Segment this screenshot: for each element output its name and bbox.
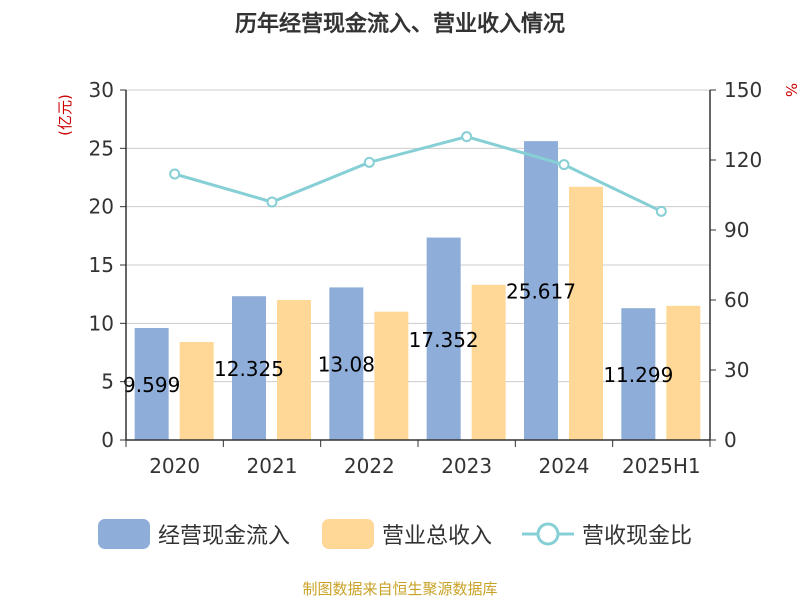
x-tick-label: 2024 (539, 454, 590, 478)
legend-label-revenue: 营业总收入 (382, 524, 493, 549)
legend-label-cash-inflow: 经营现金流入 (158, 524, 291, 549)
line-point-ratio (461, 131, 473, 143)
y-right-tick-label: 90 (724, 218, 749, 242)
bar-cash-inflow (134, 328, 169, 440)
bar-revenue (179, 342, 214, 440)
y-right-tick-label: 60 (724, 288, 749, 312)
bar-revenue (666, 305, 701, 440)
bar-data-label: 12.325 (214, 357, 284, 381)
bar-data-label: 13.08 (318, 353, 375, 377)
bar-revenue (374, 311, 409, 440)
bar-data-label: 17.352 (409, 328, 479, 352)
bar-cash-inflow (426, 237, 461, 440)
line-point-ratio (266, 196, 278, 208)
x-tick-label: 2025H1 (622, 454, 701, 478)
y-left-axis-title: (亿元) (56, 94, 74, 136)
source-note: 制图数据来自恒生聚源数据库 (302, 580, 498, 598)
legend-swatch-ratio (522, 522, 574, 546)
y-left-tick-label: 25 (89, 136, 114, 160)
x-tick-label: 2023 (441, 454, 492, 478)
y-left-tick-label: 5 (101, 370, 114, 394)
legend-label-ratio: 营收现金比 (582, 524, 693, 549)
chart-title: 历年经营现金流入、营业收入情况 (234, 12, 565, 37)
x-tick-label: 2021 (247, 454, 298, 478)
y-right-tick-label: 30 (724, 358, 749, 382)
legend-item-cash-inflow[interactable]: 经营现金流入 (98, 516, 290, 552)
y-right-tick-label: 0 (724, 428, 737, 452)
line-point-ratio (169, 168, 181, 180)
line-point-ratio (655, 205, 667, 217)
legend-swatch-revenue (322, 519, 374, 549)
legend-item-revenue[interactable]: 营业总收入 (322, 516, 492, 552)
legend-item-ratio[interactable]: 营收现金比 (522, 516, 692, 552)
y-right-axis-title: % (782, 83, 800, 97)
bar-data-label: 11.299 (603, 363, 673, 387)
y-right-tick-label: 120 (724, 148, 762, 172)
x-tick-label: 2020 (149, 454, 200, 478)
bar-data-label: 9.599 (123, 373, 180, 397)
x-tick-label: 2022 (344, 454, 395, 478)
bar-revenue (471, 284, 506, 440)
line-point-ratio (558, 159, 570, 171)
legend-swatch-cash-inflow (98, 519, 150, 549)
bar-cash-inflow (232, 296, 266, 440)
y-left-tick-label: 30 (89, 78, 114, 102)
bar-cash-inflow (329, 287, 364, 440)
bar-cash-inflow (524, 141, 558, 440)
bar-revenue (569, 186, 603, 440)
bar-data-label: 25.617 (506, 280, 576, 304)
y-left-tick-label: 10 (89, 311, 114, 335)
y-right-tick-label: 150 (724, 78, 762, 102)
y-left-tick-label: 0 (101, 428, 114, 452)
series-line-ratio (174, 135, 662, 213)
line-point-ratio (363, 156, 375, 168)
bar-cash-inflow (621, 308, 656, 440)
y-left-tick-label: 20 (89, 195, 114, 219)
bar-revenue (277, 300, 311, 440)
y-left-tick-label: 15 (89, 253, 114, 277)
